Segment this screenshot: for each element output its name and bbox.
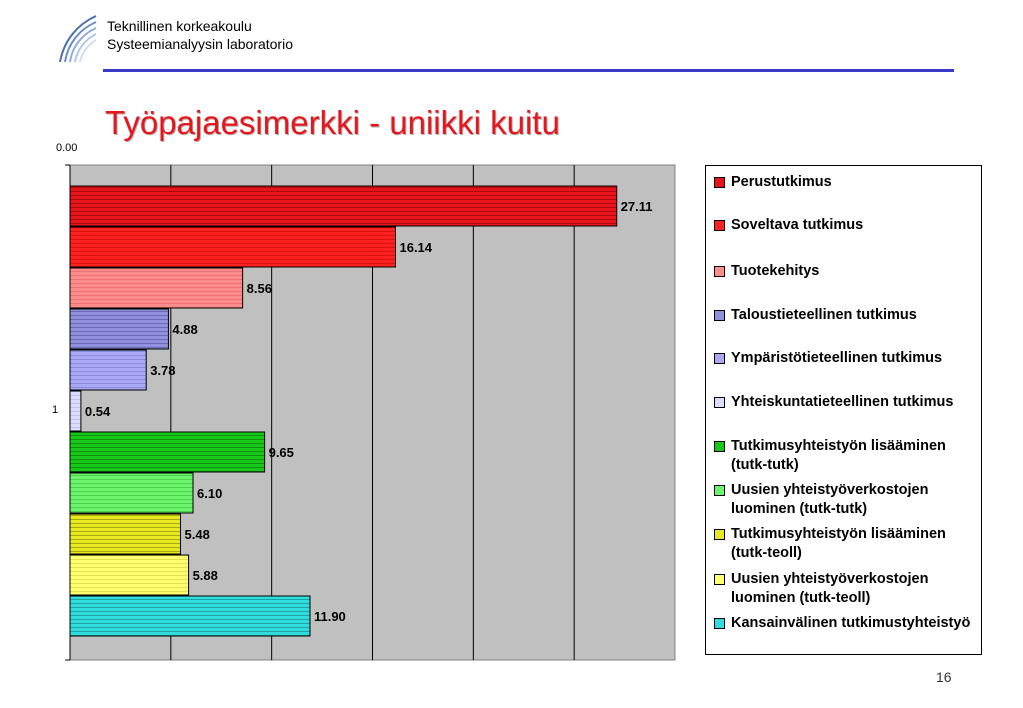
data-labels: 27.11 16.14 8.56 4.88 3.78 0.54 9.65 6.10 5.48 5.… <box>85 199 653 624</box>
bar-5 <box>69 349 147 391</box>
legend-item-2: Soveltava tutkimus <box>714 216 979 235</box>
bar-1 <box>69 185 618 227</box>
legend-swatch <box>714 618 725 629</box>
bar-7 <box>69 431 266 473</box>
legend-swatch <box>714 266 725 277</box>
data-label-2: 16.14 <box>399 240 432 255</box>
data-label-5: 3.78 <box>150 363 175 378</box>
data-label-6: 0.54 <box>85 404 111 419</box>
legend-item-4: Taloustieteellinen tutkimus <box>714 306 979 325</box>
data-label-8: 6.10 <box>197 486 222 501</box>
legend-swatch <box>714 177 725 188</box>
bar-9 <box>69 513 182 555</box>
bar-6 <box>69 390 82 432</box>
bar-series <box>69 185 618 637</box>
legend-item-6: Yhteiskuntatieteellinen tutkimus <box>714 393 979 412</box>
legend-swatch <box>714 310 725 321</box>
data-label-11: 11.90 <box>314 609 346 624</box>
legend-swatch <box>714 574 725 585</box>
org-line-1: Teknillinen korkeakoulu <box>107 18 252 34</box>
data-label-1: 27.11 <box>621 199 653 214</box>
legend-label: Perustutkimus <box>731 174 832 190</box>
legend-label: Ympäristötieteellinen tutkimus <box>731 350 943 366</box>
data-label-10: 5.88 <box>193 568 218 583</box>
legend-item-8: Uusien yhteistyöverkostojen luominen (tu… <box>714 481 979 519</box>
legend-swatch <box>714 353 725 364</box>
legend-item-1: Perustutkimus <box>714 173 979 192</box>
legend-label: Kansainvälinen tutkimustyhteistyö <box>731 615 971 631</box>
value-axis <box>65 164 71 661</box>
legend-swatch <box>714 529 725 540</box>
bar-chart: 27.11 16.14 8.56 4.88 3.78 0.54 9.65 6.10 5.48 5.… <box>65 164 676 661</box>
legend-label: Uusien yhteistyöverkostojen luominen (tu… <box>731 482 929 517</box>
legend-label: Tuotekehitys <box>731 263 820 279</box>
bar-4 <box>69 308 169 350</box>
legend-item-11: Kansainvälinen tutkimustyhteistyö <box>714 614 979 633</box>
legend-item-5: Ympäristötieteellinen tutkimus <box>714 349 979 368</box>
legend-label: Tutkimusyhteistyön lisääminen (tutk-tutk… <box>731 438 946 473</box>
chart-legend: Perustutkimus Soveltava tutkimus Tuotekehi… <box>705 165 982 655</box>
bar-3 <box>69 267 244 309</box>
page-number: 16 <box>936 669 952 685</box>
bar-2 <box>69 226 396 268</box>
university-logo-icon <box>59 15 97 63</box>
legend-item-9: Tutkimusyhteistyön lisääminen (tutk-teol… <box>714 525 979 563</box>
header-rule <box>103 69 954 72</box>
data-label-4: 4.88 <box>172 322 197 337</box>
org-line-2: Systeemianalyysin laboratorio <box>107 36 293 52</box>
legend-item-10: Uusien yhteistyöverkostojen luominen (tu… <box>714 570 979 608</box>
value-axis-label: 0.00 <box>56 142 78 154</box>
legend-label: Uusien yhteistyöverkostojen luominen (tu… <box>731 571 929 606</box>
data-label-3: 8.56 <box>247 281 272 296</box>
legend-swatch <box>714 485 725 496</box>
bar-11 <box>69 595 311 637</box>
legend-swatch <box>714 397 725 408</box>
legend-label: Yhteiskuntatieteellinen tutkimus <box>731 394 954 410</box>
legend-item-7: Tutkimusyhteistyön lisääminen (tutk-tutk… <box>714 437 979 475</box>
legend-label: Tutkimusyhteistyön lisääminen (tutk-teol… <box>731 526 946 561</box>
organization-name: Teknillinen korkeakoulu Systeemianalyysi… <box>107 17 293 53</box>
category-axis-label: 1 <box>52 404 59 416</box>
data-label-9: 5.48 <box>185 527 210 542</box>
legend-label: Taloustieteellinen tutkimus <box>731 307 917 323</box>
legend-swatch <box>714 220 725 231</box>
legend-swatch <box>714 441 725 452</box>
bar-8 <box>69 472 194 514</box>
slide-title: Työpajaesimerkki - uniikki kuitu <box>105 104 560 141</box>
bar-10 <box>69 554 190 596</box>
legend-item-3: Tuotekehitys <box>714 262 979 281</box>
legend-label: Soveltava tutkimus <box>731 217 864 233</box>
data-label-7: 9.65 <box>269 445 294 460</box>
